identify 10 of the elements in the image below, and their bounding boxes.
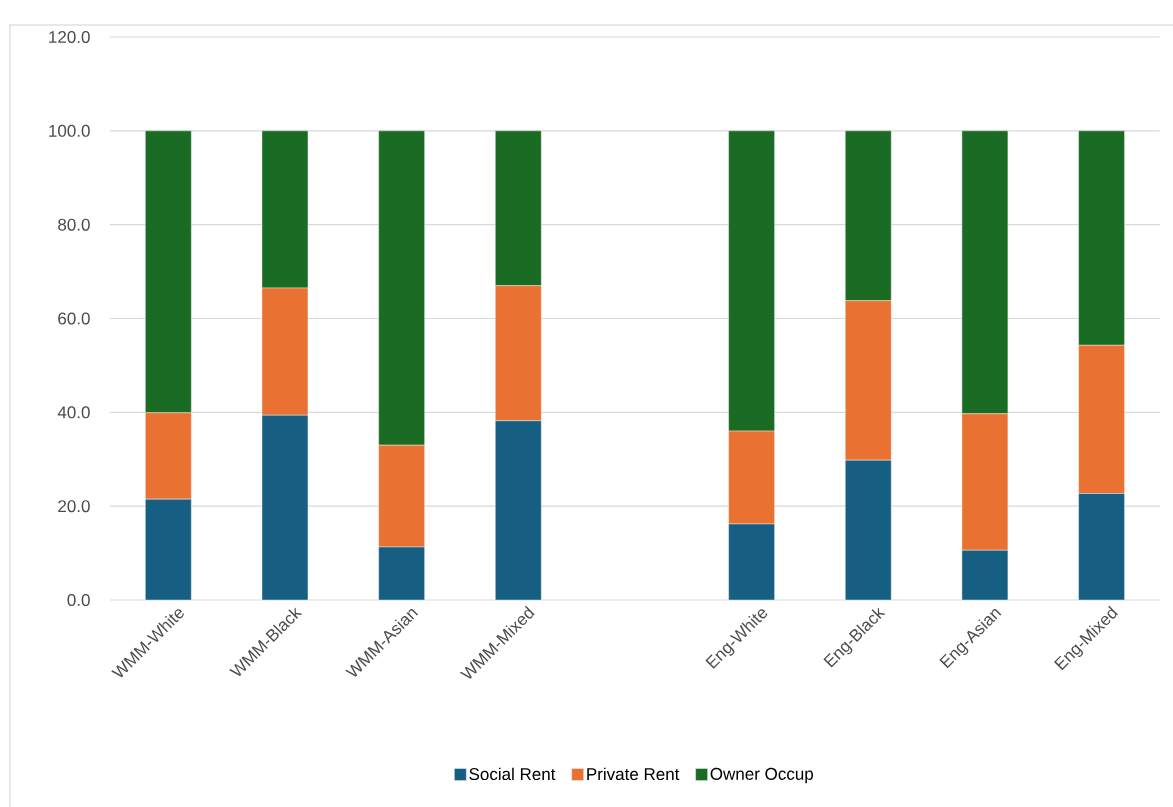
y-tick-label: 60.0 — [58, 312, 90, 325]
y-tick-label: 20.0 — [58, 500, 90, 513]
y-tick-label: 40.0 — [57, 406, 90, 419]
legend-label: Private Rent — [587, 767, 680, 781]
y-tick-label: 80.0 — [58, 218, 90, 231]
y-tick-label: 100.0 — [49, 124, 90, 137]
y-tick-label: 120.0 — [49, 30, 90, 44]
legend-label: Social Rent — [469, 767, 556, 781]
legend-label: Owner Occup — [710, 767, 814, 784]
y-tick-label: 0.0 — [67, 593, 90, 607]
